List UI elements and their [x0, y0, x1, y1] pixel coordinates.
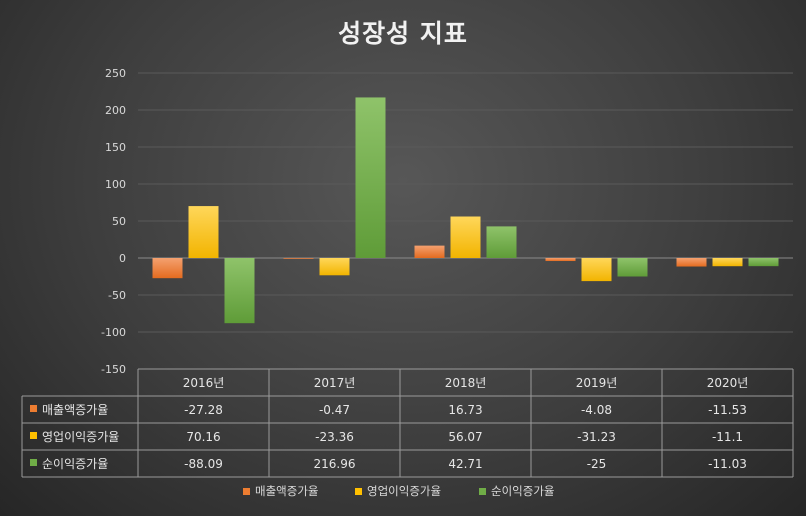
- table-cell: -11.1: [712, 430, 743, 444]
- table-legend-key: [30, 432, 37, 439]
- table-cell: 70.16: [186, 430, 220, 444]
- bar-2-2020년: [712, 258, 743, 267]
- y-tick-label: 50: [112, 215, 126, 228]
- table-cell: -27.28: [184, 403, 223, 417]
- table-cell: -11.53: [708, 403, 747, 417]
- y-tick-label: 150: [105, 141, 126, 154]
- bar-1-2016년: [152, 258, 183, 279]
- table-cell: 56.07: [448, 430, 482, 444]
- bar-2-2016년: [188, 206, 219, 258]
- table-header-cell: 2017년: [314, 376, 356, 390]
- y-tick-label: -100: [101, 326, 126, 339]
- table-cell: -23.36: [315, 430, 354, 444]
- table-header-cell: 2020년: [707, 376, 749, 390]
- bar-3-2020년: [748, 258, 779, 267]
- table-row-label: 영업이익증가율: [42, 430, 119, 444]
- y-tick-label: 100: [105, 178, 126, 191]
- legend-label: 순이익증가율: [491, 484, 554, 498]
- table-header-cell: 2018년: [445, 376, 487, 390]
- bar-2-2019년: [581, 258, 612, 282]
- bar-3-2016년: [224, 258, 255, 324]
- table-legend-key: [30, 405, 37, 412]
- bar-1-2017년: [283, 258, 314, 259]
- bar-1-2020년: [676, 258, 707, 267]
- bar-3-2017년: [355, 97, 386, 258]
- legend-label: 영업이익증가율: [367, 484, 441, 498]
- legend-key: [355, 488, 362, 495]
- bar-3-2019년: [617, 258, 648, 277]
- legend-key: [479, 488, 486, 495]
- bar-2-2018년: [450, 216, 481, 258]
- y-tick-label: 200: [105, 104, 126, 117]
- table-cell: 16.73: [448, 403, 482, 417]
- table-cell: -0.47: [319, 403, 350, 417]
- table-header-cell: 2019년: [576, 376, 618, 390]
- table-cell: 42.71: [448, 457, 482, 471]
- chart-title: 성장성 지표: [338, 19, 468, 48]
- table-row-label: 매출액증가율: [42, 403, 108, 417]
- table-header-cell: 2016년: [183, 376, 225, 390]
- table-cell: 216.96: [314, 457, 356, 471]
- legend-label: 매출액증가율: [255, 484, 318, 498]
- y-tick-label: -150: [101, 363, 126, 376]
- legend-key: [243, 488, 250, 495]
- bar-3-2018년: [486, 226, 517, 258]
- bar-2-2017년: [319, 258, 350, 276]
- table-cell: -4.08: [581, 403, 612, 417]
- y-tick-label: 250: [105, 67, 126, 80]
- table-legend-key: [30, 459, 37, 466]
- bar-1-2019년: [545, 258, 576, 262]
- y-tick-label: 0: [119, 252, 126, 265]
- table-cell: -25: [587, 457, 607, 471]
- table-cell: -31.23: [577, 430, 616, 444]
- table-row-label: 순이익증가율: [42, 457, 108, 471]
- bar-1-2018년: [414, 245, 445, 258]
- y-tick-label: -50: [108, 289, 126, 302]
- table-cell: -88.09: [184, 457, 223, 471]
- table-cell: -11.03: [708, 457, 747, 471]
